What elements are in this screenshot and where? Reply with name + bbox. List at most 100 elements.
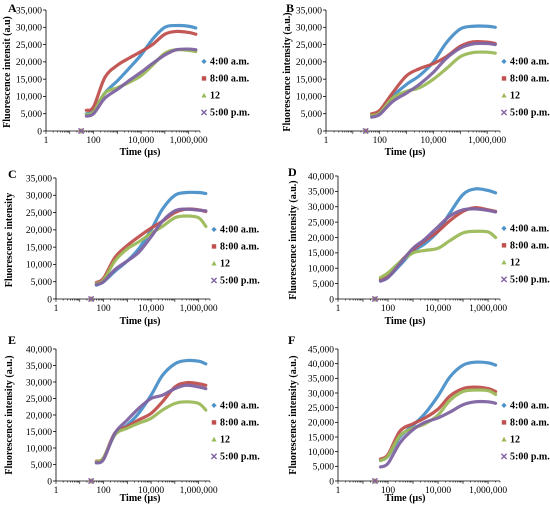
- legend-label: 8:00 a.m.: [220, 417, 260, 428]
- legend-marker: [211, 402, 217, 408]
- series-3: 12: [88, 214, 230, 302]
- y-axis-label: Fluorescence intensit (a.u): [2, 16, 13, 128]
- x-tick-label: 1,000,000: [469, 486, 507, 496]
- legend-label: 12: [510, 434, 520, 445]
- legend-marker: [500, 276, 508, 283]
- y-tick-label: 15,000: [308, 249, 334, 259]
- legend-marker: [211, 244, 217, 249]
- data-point: [371, 295, 379, 303]
- x-tick-label: 100: [86, 136, 101, 146]
- series-4: 5:00 p.m.: [371, 207, 550, 303]
- legend-label: 5:00 p.m.: [220, 451, 260, 462]
- legend-label: 4:00 a.m.: [510, 400, 550, 411]
- y-tick-label: 30,000: [26, 378, 52, 388]
- legend-marker: [201, 58, 207, 65]
- series-3: 12: [372, 229, 520, 302]
- y-tick-label: 30,000: [296, 24, 322, 34]
- y-tick-label: 25,000: [308, 404, 334, 414]
- chart-panel-d: D 0 5,000 10,000 15,000 20,000 25,000 30,000 35,…: [288, 165, 550, 327]
- y-tick-label: 30,000: [308, 203, 334, 213]
- legend-marker: [501, 436, 507, 442]
- y-tick-label: 0: [37, 127, 42, 137]
- series-line: [94, 207, 208, 287]
- legend-marker: [501, 402, 507, 408]
- y-tick-label: 25,000: [296, 41, 322, 51]
- legend-label: 12: [210, 90, 220, 101]
- y-tick-label: 20,000: [26, 226, 52, 236]
- y-axis-label: Fluorescence intensity (a.u.): [288, 355, 299, 474]
- y-tick-label: 30,000: [16, 24, 42, 34]
- y-tick-label: 20,000: [296, 58, 322, 68]
- y-tick-label: 0: [47, 295, 52, 305]
- series-line: [370, 39, 497, 116]
- legend-label: 12: [220, 258, 230, 269]
- legend-label: 5:00 p.m.: [210, 107, 250, 118]
- y-tick-label: 25,000: [26, 209, 52, 219]
- chart-panel-b: B 0 5,000 10,000 15,000 20,000 25,000 30,000 35,…: [282, 1, 550, 158]
- y-tick-label: 5,000: [301, 110, 323, 120]
- legend-label: 8:00 a.m.: [510, 240, 550, 251]
- panel-label: E: [8, 333, 16, 347]
- x-tick-label: 10,000: [420, 136, 446, 146]
- y-tick-label: 0: [47, 477, 52, 487]
- x-axis-label: Time (µs): [120, 316, 161, 327]
- legend-marker: [210, 277, 218, 284]
- panel-label: A: [8, 1, 17, 15]
- y-tick-label: 35,000: [16, 6, 42, 16]
- legend-label: 8:00 a.m.: [510, 73, 550, 84]
- series-3: 12: [372, 388, 520, 484]
- y-tick-label: 10,000: [308, 265, 334, 275]
- legend-marker: [501, 225, 507, 231]
- series-line: [94, 400, 208, 464]
- legend-label: 4:00 a.m.: [220, 224, 260, 235]
- x-tick-label: 1: [54, 486, 59, 496]
- legend-marker: [500, 109, 508, 116]
- y-tick-label: 15,000: [296, 75, 322, 85]
- y-tick-label: 5,000: [313, 463, 335, 473]
- x-tick-label: 1,000,000: [180, 304, 218, 314]
- data-point: [88, 295, 95, 303]
- y-tick-label: 10,000: [26, 261, 52, 271]
- legend-label: 4:00 a.m.: [220, 400, 260, 411]
- y-tick-label: 40,000: [308, 360, 334, 370]
- x-tick-label: 10,000: [425, 304, 451, 314]
- data-point: [88, 477, 95, 485]
- legend-marker: [211, 226, 217, 233]
- legend-label: 8:00 a.m.: [220, 241, 260, 252]
- legend-marker: [501, 243, 507, 248]
- y-tick-label: 15,000: [26, 243, 52, 253]
- x-tick-label: 10,000: [138, 486, 164, 496]
- y-tick-label: 5,000: [21, 110, 43, 120]
- legend-marker: [211, 420, 217, 425]
- series-4: 5:00 p.m.: [371, 399, 550, 485]
- legend-label: 5:00 p.m.: [220, 275, 260, 286]
- legend-marker: [500, 453, 508, 460]
- legend-marker: [201, 76, 207, 81]
- x-tick-label: 10,000: [138, 304, 164, 314]
- x-tick-label: 100: [381, 304, 396, 314]
- y-tick-label: 0: [317, 127, 322, 137]
- y-tick-label: 20,000: [308, 419, 334, 429]
- y-tick-label: 25,000: [16, 41, 42, 51]
- x-axis-label: Time (µs): [385, 493, 426, 504]
- series-line: [378, 399, 498, 469]
- data-point: [362, 127, 369, 135]
- series-4: 5:00 p.m.: [88, 383, 260, 485]
- y-axis-label: Fluorescence intensity: [4, 193, 15, 288]
- series-2: 8:00 a.m.: [363, 39, 550, 134]
- series-line: [378, 385, 498, 461]
- x-tick-label: 1: [336, 486, 341, 496]
- panel-label: B: [286, 1, 294, 15]
- legend-marker: [211, 436, 217, 442]
- y-tick-label: 0: [329, 477, 334, 487]
- y-tick-label: 25,000: [26, 395, 52, 405]
- x-tick-label: 1,000,000: [170, 136, 208, 146]
- y-tick-label: 35,000: [308, 375, 334, 385]
- x-tick-label: 10,000: [128, 136, 154, 146]
- chart-panel-a: A 0 5,000 10,000 15,000 20,000 25,000 30,000 35,…: [2, 1, 250, 158]
- y-axis-label: Fluorescence intensity (a.u.): [288, 180, 299, 299]
- legend-label: 5:00 p.m.: [510, 107, 550, 118]
- y-tick-label: 25,000: [308, 218, 334, 228]
- legend-marker: [201, 92, 207, 98]
- x-tick-label: 1,000,000: [180, 486, 218, 496]
